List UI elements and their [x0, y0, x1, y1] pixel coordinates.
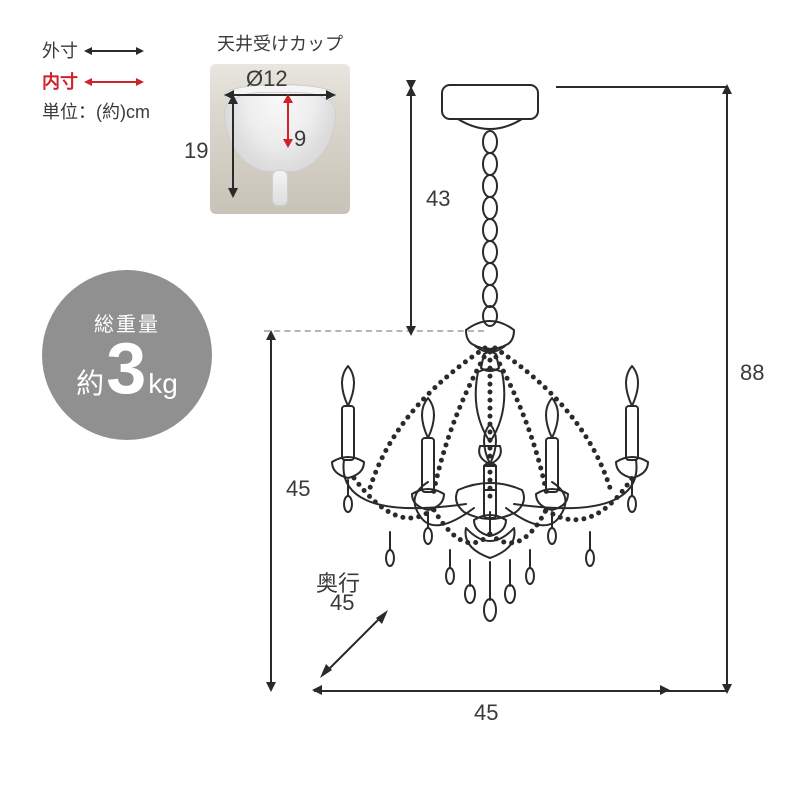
- depth-value-label: 45: [330, 590, 354, 616]
- legend-inner-label: 内寸: [42, 67, 78, 98]
- weight-unit: kg: [148, 368, 178, 400]
- weight-badge: 総重量 約 3 kg: [42, 270, 212, 440]
- tick-top: [556, 86, 728, 88]
- double-arrow-icon: [86, 81, 142, 83]
- cup-outer-height-label: 19: [184, 138, 208, 164]
- total-height-label: 88: [740, 360, 764, 386]
- body-height-label: 45: [286, 476, 310, 502]
- tick-bottom: [668, 690, 728, 692]
- chain-height-label: 43: [426, 186, 450, 212]
- legend-outer-label: 外寸: [42, 36, 78, 67]
- width-dim-line: [314, 690, 668, 692]
- weight-value: 3: [106, 337, 146, 402]
- dash-guide-top: [264, 330, 484, 332]
- legend-outer: 外寸: [42, 36, 150, 67]
- weight-approx: 約: [76, 362, 104, 402]
- legend-unit: 単位：(約)cm: [42, 97, 150, 128]
- width-label: 45: [474, 700, 498, 726]
- legend-block: 外寸 内寸 単位：(約)cm: [42, 36, 150, 128]
- legend-inner: 内寸: [42, 67, 150, 98]
- ceiling-cup-title: 天井受けカップ: [190, 30, 370, 56]
- weight-main: 約 3 kg: [76, 337, 178, 402]
- double-arrow-icon: [86, 50, 142, 52]
